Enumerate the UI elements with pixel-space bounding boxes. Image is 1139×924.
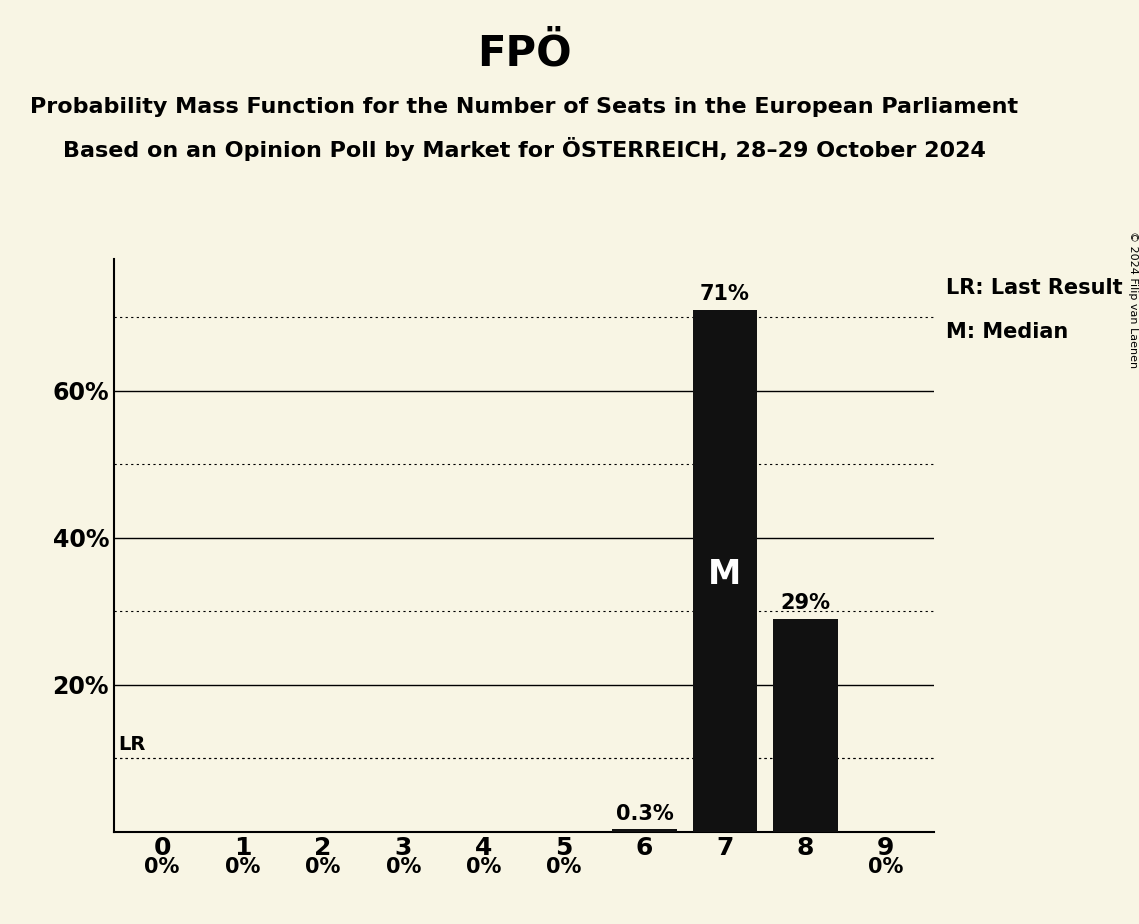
Bar: [613, 830, 677, 832]
Text: LR: LR: [118, 736, 146, 755]
Text: © 2024 Filip van Laenen: © 2024 Filip van Laenen: [1129, 231, 1138, 368]
Text: 0%: 0%: [547, 857, 582, 877]
Text: Probability Mass Function for the Number of Seats in the European Parliament: Probability Mass Function for the Number…: [30, 97, 1018, 117]
Text: 0%: 0%: [145, 857, 180, 877]
Text: 0%: 0%: [224, 857, 260, 877]
Text: 29%: 29%: [780, 592, 830, 613]
Text: M: M: [708, 558, 741, 591]
Text: FPÖ: FPÖ: [476, 32, 572, 74]
Text: LR: Last Result: LR: Last Result: [947, 278, 1123, 298]
Text: 0%: 0%: [868, 857, 903, 877]
Bar: [773, 618, 837, 832]
Text: 0%: 0%: [305, 857, 341, 877]
Text: 0%: 0%: [386, 857, 421, 877]
Text: 0.3%: 0.3%: [616, 804, 673, 823]
Text: 71%: 71%: [700, 285, 749, 304]
Text: M: Median: M: Median: [947, 322, 1068, 342]
Bar: [693, 310, 757, 832]
Text: 0%: 0%: [466, 857, 501, 877]
Text: Based on an Opinion Poll by Market for ÖSTERREICH, 28–29 October 2024: Based on an Opinion Poll by Market for Ö…: [63, 137, 985, 161]
